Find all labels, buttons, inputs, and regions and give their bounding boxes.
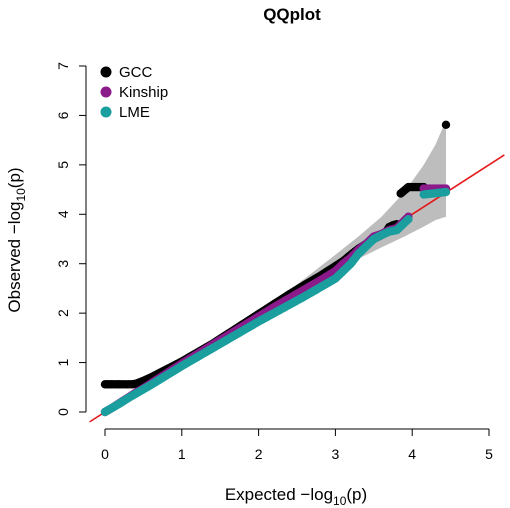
x-tick-label: 0 <box>101 446 109 462</box>
confidence-band <box>105 120 446 413</box>
x-axis-label-suffix: (p) <box>346 485 367 504</box>
data-point <box>404 215 413 224</box>
y-tick-label: 6 <box>55 111 71 119</box>
points-layer <box>100 120 451 417</box>
y-tick-label: 5 <box>55 161 71 169</box>
y-tick-label: 1 <box>55 358 71 366</box>
x-axis-label: Expected −log10(p) <box>225 485 367 508</box>
confidence-band-layer <box>105 120 446 413</box>
legend-marker-gcc <box>100 66 112 78</box>
y-tick-label: 7 <box>55 62 71 70</box>
legend-label-gcc: GCC <box>119 64 153 81</box>
x-tick-label: 1 <box>178 446 186 462</box>
y-axis-label-subscript: 10 <box>14 188 28 202</box>
legend: GCC Kinship LME <box>100 64 168 121</box>
y-axis: 0 1 2 3 4 5 6 7 <box>55 62 87 416</box>
chart-title: QQplot <box>263 5 321 24</box>
x-axis-label-subscript: 10 <box>333 494 347 508</box>
legend-label-lme: LME <box>119 104 150 121</box>
x-tick-label: 3 <box>332 446 340 462</box>
y-tick-label: 0 <box>55 408 71 416</box>
legend-marker-lme <box>100 106 112 118</box>
x-tick-label: 2 <box>255 446 263 462</box>
y-axis-label: Observed −log10(p) <box>5 167 28 312</box>
legend-label-kinship: Kinship <box>119 84 168 101</box>
data-point <box>441 120 451 130</box>
y-tick-label: 3 <box>55 260 71 268</box>
x-tick-label: 4 <box>408 446 416 462</box>
x-tick-label: 5 <box>485 446 493 462</box>
y-axis-label-prefix: Observed −log <box>5 202 24 313</box>
series-lme <box>100 187 451 417</box>
series-gcc <box>100 120 451 389</box>
x-axis-label-prefix: Expected −log <box>225 485 333 504</box>
x-axis: 0 1 2 3 4 5 <box>101 428 493 462</box>
data-point <box>441 187 451 197</box>
y-tick-label: 4 <box>55 210 71 218</box>
y-tick-label: 2 <box>55 309 71 317</box>
y-axis-label-suffix: (p) <box>5 167 24 188</box>
legend-marker-kinship <box>100 86 112 98</box>
